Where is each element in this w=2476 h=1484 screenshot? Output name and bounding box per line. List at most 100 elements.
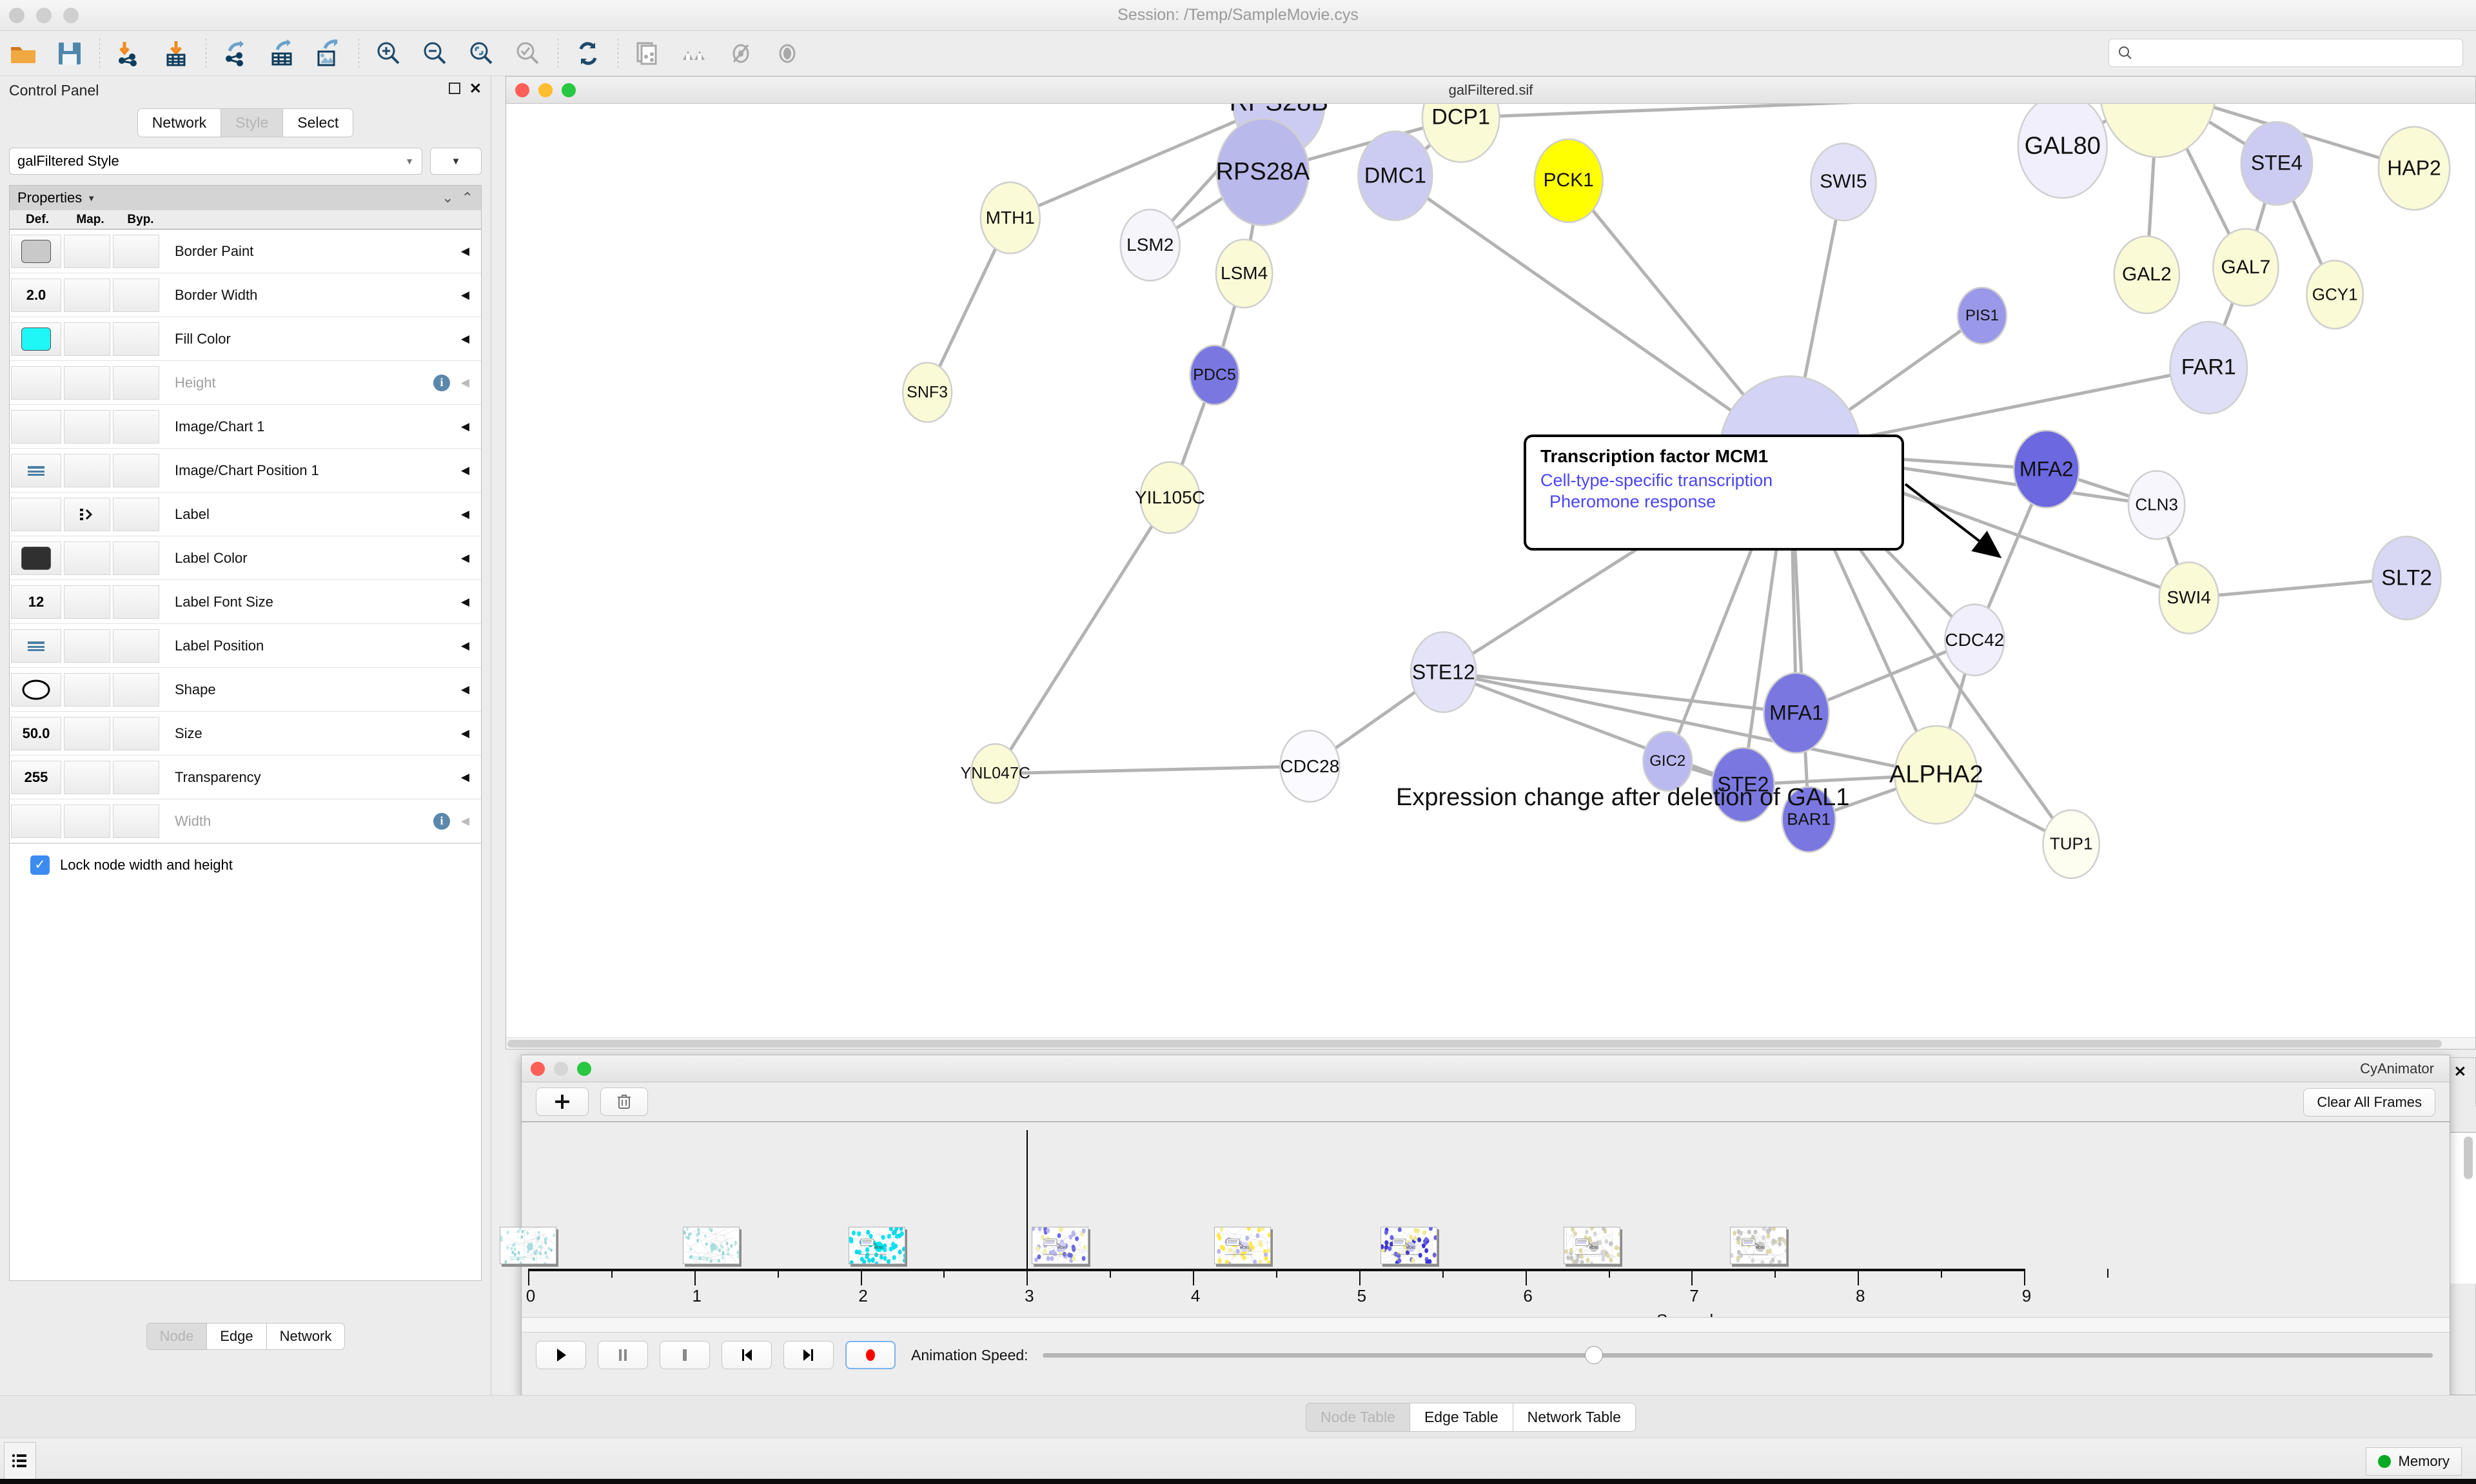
clear-all-frames-button[interactable]: Clear All Frames	[2303, 1088, 2435, 1117]
timeline-frame[interactable]: MCM1	[1563, 1227, 1620, 1264]
property-row[interactable]: 2.0 Border Width ◀	[10, 273, 481, 317]
export-table-icon[interactable]	[264, 35, 300, 72]
export-image-icon[interactable]	[311, 35, 347, 72]
timeline-frame[interactable]: MCM1	[1214, 1227, 1272, 1264]
graph-edge[interactable]	[995, 765, 1310, 776]
graph-node[interactable]	[1189, 344, 1240, 406]
property-default-cell[interactable]	[11, 234, 61, 268]
graph-node[interactable]	[2212, 228, 2279, 307]
property-default-cell[interactable]	[11, 409, 61, 444]
property-bypass-cell[interactable]	[113, 760, 159, 794]
tab-edge[interactable]: Edge	[206, 1323, 266, 1350]
property-default-cell[interactable]: 12	[11, 585, 61, 619]
close-window-dot[interactable]	[9, 8, 25, 23]
play-button[interactable]	[536, 1341, 586, 1369]
expand-arrow-icon[interactable]: ◀	[460, 288, 469, 301]
expand-arrow-icon[interactable]: ◀	[460, 376, 469, 389]
color-swatch-icon[interactable]	[21, 546, 51, 570]
timeline-frame[interactable]: MCM1	[1031, 1227, 1088, 1264]
color-swatch-icon[interactable]	[21, 239, 51, 263]
expand-arrow-icon[interactable]: ◀	[460, 507, 469, 520]
property-row[interactable]: Label Position ◀	[10, 624, 481, 668]
graph-node[interactable]	[1139, 461, 1201, 534]
info-icon[interactable]: i	[433, 374, 450, 391]
property-row[interactable]: 50.0 Size ◀	[10, 712, 481, 756]
expand-arrow-icon[interactable]: ◀	[460, 814, 469, 827]
property-bypass-cell[interactable]	[113, 322, 159, 356]
property-row[interactable]: Shape ◀	[10, 668, 481, 712]
tab-network-table[interactable]: Network Table	[1512, 1403, 1636, 1432]
property-mapping-cell[interactable]	[64, 716, 110, 750]
graph-edge[interactable]	[1009, 104, 1280, 220]
property-bypass-cell[interactable]	[113, 716, 159, 750]
graph-node[interactable]	[1894, 725, 1979, 825]
refresh-icon[interactable]	[570, 35, 606, 72]
graph-node[interactable]	[2012, 429, 2080, 509]
expand-arrow-icon[interactable]: ◀	[460, 464, 469, 476]
float-panel-icon[interactable]	[448, 83, 460, 94]
expand-arrow-icon[interactable]: ◀	[460, 639, 469, 652]
save-icon[interactable]	[52, 35, 88, 72]
property-mapping-cell[interactable]	[64, 409, 110, 444]
property-bypass-cell[interactable]	[113, 234, 159, 268]
scrollbar-thumb[interactable]	[507, 1040, 2442, 1048]
graph-node[interactable]	[979, 181, 1041, 255]
property-row[interactable]: Image/Chart Position 1 ◀	[10, 449, 481, 493]
graph-node[interactable]	[1421, 104, 1500, 163]
graph-node[interactable]	[1357, 130, 1433, 221]
zoom-out-icon[interactable]	[417, 35, 453, 72]
property-default-cell[interactable]	[11, 629, 61, 663]
close-icon[interactable]: ✕	[2453, 1063, 2466, 1080]
search-input[interactable]	[2108, 39, 2463, 67]
graph-node[interactable]	[2158, 561, 2219, 634]
property-mapping-cell[interactable]	[64, 366, 110, 400]
graph-node[interactable]	[2113, 235, 2181, 315]
color-swatch-icon[interactable]	[21, 327, 51, 351]
graph-node[interactable]	[2169, 320, 2248, 415]
property-bypass-cell[interactable]	[113, 585, 159, 619]
tab-node[interactable]: Node	[146, 1323, 207, 1350]
graph-node[interactable]	[1781, 786, 1836, 853]
expand-arrow-icon[interactable]: ◀	[460, 332, 469, 345]
property-row[interactable]: Width i ◀	[10, 799, 481, 843]
minimize-window-dot[interactable]	[554, 1061, 568, 1076]
network-canvas[interactable]: RPS28BDCP1GAL11GAL80STE4HAP2SWI5RPS28ADM…	[506, 104, 2475, 1049]
property-row[interactable]: 255 Transparency ◀	[10, 756, 481, 799]
network-horizontal-scrollbar[interactable]	[506, 1037, 2475, 1049]
property-bypass-cell[interactable]	[113, 497, 159, 531]
minimize-window-dot[interactable]	[538, 83, 553, 97]
prev-frame-button[interactable]	[722, 1341, 772, 1369]
tab-style[interactable]: Style	[221, 108, 283, 137]
property-mapping-cell[interactable]	[64, 629, 110, 663]
graph-node[interactable]	[1711, 747, 1775, 823]
show-icon[interactable]	[769, 35, 805, 72]
property-bypass-cell[interactable]	[113, 366, 159, 400]
graph-edge[interactable]	[1394, 174, 1791, 453]
property-bypass-cell[interactable]	[113, 541, 159, 575]
zoom-selected-icon[interactable]	[510, 35, 546, 72]
annotation-box[interactable]: Transcription factor MCM1 Cell-type-spec…	[1524, 434, 1904, 551]
timeline-frame[interactable]: MCM1	[1380, 1227, 1438, 1264]
property-row[interactable]: Image/Chart 1 ◀	[10, 405, 481, 449]
property-default-cell[interactable]	[11, 497, 61, 531]
graph-node[interactable]	[970, 743, 1021, 805]
expand-arrow-icon[interactable]: ◀	[460, 244, 469, 257]
property-row[interactable]: 12 Label Font Size ◀	[10, 580, 481, 624]
property-mapping-cell[interactable]	[64, 585, 110, 619]
property-default-cell[interactable]	[11, 366, 61, 400]
timeline-frame[interactable]: MCM1	[849, 1227, 906, 1264]
frames-track[interactable]: MCM1 MCM1 MCM1 MCM1 MCM1 MCM1	[500, 1130, 2024, 1269]
add-frame-button[interactable]	[536, 1088, 589, 1116]
import-table-icon[interactable]	[158, 35, 194, 72]
style-options-menu-button[interactable]: ▼	[430, 148, 482, 175]
close-window-dot[interactable]	[531, 1061, 545, 1076]
zoom-fit-icon[interactable]	[464, 35, 500, 72]
property-mapping-cell[interactable]	[64, 453, 110, 487]
graph-node[interactable]	[1119, 208, 1181, 282]
open-folder-icon[interactable]	[5, 35, 41, 72]
property-row[interactable]: Label ◀	[10, 493, 481, 536]
graph-edge[interactable]	[994, 496, 1172, 775]
info-icon[interactable]: i	[433, 812, 450, 830]
property-row[interactable]: Label Color ◀	[10, 536, 481, 580]
